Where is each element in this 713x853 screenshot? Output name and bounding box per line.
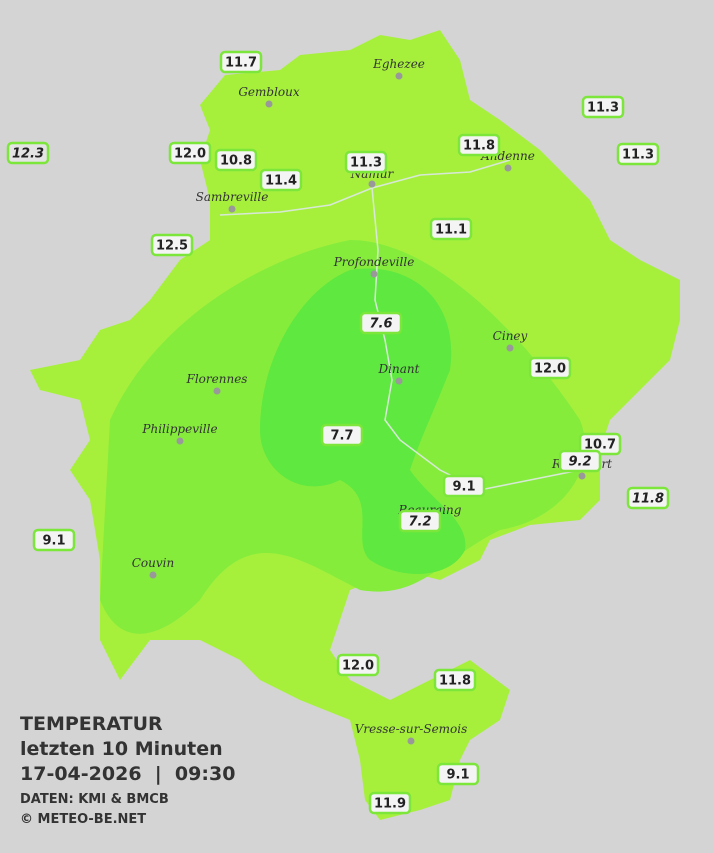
station-value: 11.8 [463,139,495,154]
city-label: Philippeville [141,422,217,436]
title: TEMPERATUR [20,713,163,735]
station-value: 9.1 [446,768,469,783]
source: DATEN: KMI & BMCB [20,792,169,807]
station-box [581,95,625,119]
station-value: 10.7 [584,438,616,453]
station-value: 7.7 [330,429,353,444]
city-dot [228,205,236,213]
station-value: 9.2 [568,455,591,470]
station-value: 7.6 [369,317,392,332]
station-value: 10.8 [220,154,252,169]
city-label: Sambreville [196,190,269,204]
datetime: 17-04-2026 | 09:30 [20,763,235,785]
station-box [219,50,263,74]
station-box [32,528,76,552]
city-label: Profondeville [333,255,415,269]
station-box [359,311,403,335]
station-box [616,142,660,166]
station-value: 11.1 [435,223,467,238]
station-box [528,356,572,380]
city-dot [265,100,273,108]
station-value: 12.0 [342,659,374,674]
stations: 11.7 11.3 12.3 12.0 10.8 11.8 11.3 11.3 11.4 11.1… [6,50,670,815]
station-box [442,474,486,498]
city-label: Eghezee [372,57,425,71]
legend-block: TEMPERATUR letzten 10 Minuten 17-04-2026… [20,713,235,827]
station-box [436,762,480,786]
station-box [150,233,194,257]
station-value: 12.3 [12,147,44,162]
river [219,159,581,491]
station-box [320,423,364,447]
station-value: 12.5 [156,239,188,254]
city-dot [370,270,378,278]
credit: © METEO-BE.NET [20,812,146,827]
station-value: 11.3 [587,101,619,116]
station-box [558,449,602,473]
city-dot [506,344,514,352]
station-box [336,653,380,677]
station-value: 9.1 [42,534,65,549]
station-value: 11.9 [374,797,406,812]
station-box [214,148,258,172]
city-label: Florennes [186,372,248,386]
station-value: 7.2 [408,515,431,530]
station-box [429,217,473,241]
city-dot [395,72,403,80]
city-dot [149,571,157,579]
station-box [368,791,412,815]
city-dot [407,737,415,745]
station-box [259,168,303,192]
city-dot [213,387,221,395]
city-label: Ciney [493,329,528,343]
station-value: 11.3 [622,148,654,163]
city-label: Couvin [132,556,174,570]
station-value: 12.0 [174,147,206,162]
station-box [168,141,212,165]
station-value: 11.8 [632,492,664,507]
city-dot [395,377,403,385]
city-dot [578,472,586,480]
station-box [398,509,442,533]
station-box [344,150,388,174]
station-box [457,133,501,157]
station-value: 9.1 [452,480,475,495]
station-box [6,141,50,165]
station-value: 11.7 [225,56,257,71]
city-dot [504,164,512,172]
station-box [433,668,477,692]
station-value: 12.0 [534,362,566,377]
station-box [626,486,670,510]
city-label: Gembloux [238,85,300,99]
city-label: Dinant [378,362,420,376]
city-dot [368,180,376,188]
city-label: Vresse-sur-Semois [355,722,468,736]
station-value: 11.4 [265,174,297,189]
subtitle: letzten 10 Minuten [20,738,223,760]
station-value: 11.8 [439,674,471,689]
station-value: 11.3 [350,156,382,171]
zone-cold [260,268,466,574]
city-dot [176,437,184,445]
